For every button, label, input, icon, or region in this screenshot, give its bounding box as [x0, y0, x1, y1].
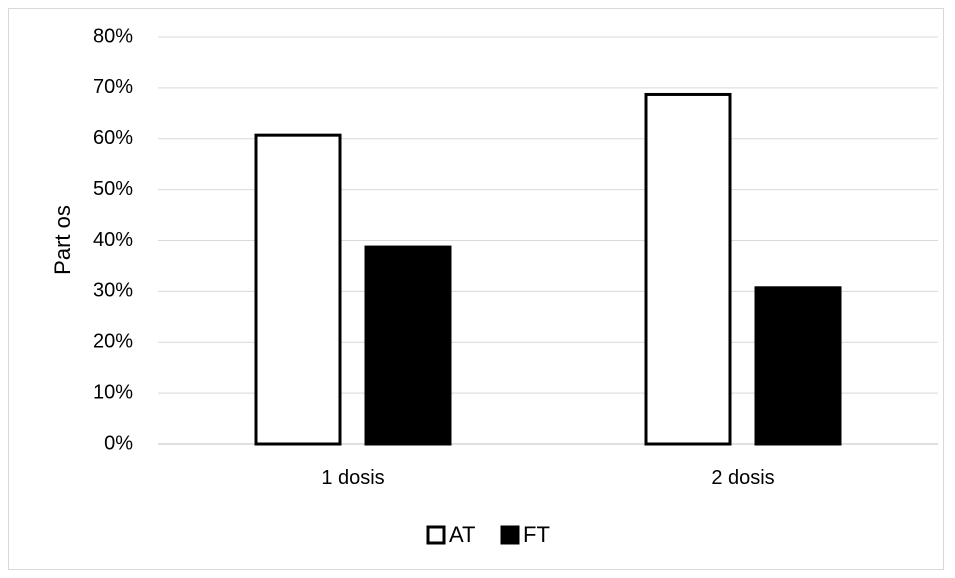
y-tick-label: 50%: [93, 178, 133, 200]
bar-ft-1: [364, 245, 452, 446]
bar-at-1: [254, 133, 342, 446]
bar-at-2: [644, 92, 732, 446]
legend-swatch-ft: [500, 525, 520, 545]
legend-label-at: AT: [449, 522, 475, 547]
y-tick-label: 20%: [93, 331, 133, 353]
x-tick-labels: 1 dosis 2 dosis: [321, 467, 774, 489]
bars: [254, 92, 842, 446]
legend: AT FT: [426, 522, 550, 547]
x-tick-label: 1 dosis: [321, 467, 384, 489]
y-tick-label: 0%: [104, 432, 133, 454]
y-tick-label: 40%: [93, 229, 133, 251]
y-axis-title: Part os: [50, 205, 75, 275]
bar-ft-2: [754, 286, 842, 446]
x-tick-label: 2 dosis: [711, 467, 774, 489]
legend-label-ft: FT: [523, 522, 550, 547]
y-tick-label: 70%: [93, 76, 133, 98]
y-tick-label: 80%: [93, 25, 133, 47]
y-tick-label: 30%: [93, 280, 133, 302]
y-tick-labels: 0% 10% 20% 30% 40% 50% 60% 70% 80%: [93, 25, 133, 454]
legend-swatch-at: [426, 525, 446, 545]
y-tick-label: 10%: [93, 381, 133, 403]
y-tick-label: 60%: [93, 127, 133, 149]
